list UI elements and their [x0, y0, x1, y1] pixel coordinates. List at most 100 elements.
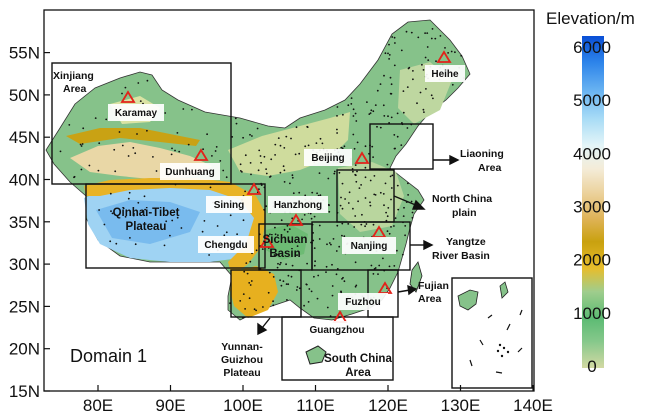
- lat-tick-label: 40N: [9, 171, 40, 190]
- station-dot: [426, 46, 429, 48]
- station-dot: [236, 233, 239, 236]
- label-heihe: Heihe: [431, 69, 459, 80]
- station-dot: [109, 192, 112, 195]
- station-dot: [412, 70, 414, 72]
- station-dot: [163, 244, 166, 247]
- station-dot: [386, 215, 389, 218]
- triangle-beijing: [354, 151, 370, 164]
- station-dot: [231, 136, 234, 138]
- station-dot: [387, 52, 389, 55]
- station-dot: [402, 215, 405, 218]
- station-dot: [244, 308, 247, 310]
- station-dot: [274, 226, 276, 229]
- station-dot: [134, 152, 137, 155]
- station-dot: [277, 234, 279, 237]
- station-dot: [174, 149, 176, 152]
- station-dot: [180, 227, 183, 229]
- station-dot: [286, 299, 288, 301]
- lat-tick-label: 45N: [9, 128, 40, 147]
- station-dot: [354, 173, 357, 176]
- region-northchina-line1: North China: [432, 193, 492, 205]
- station-dot: [249, 260, 252, 263]
- lon-tick-label: 100E: [223, 396, 263, 415]
- station-dot: [352, 133, 355, 136]
- station-dot: [374, 194, 377, 196]
- station-dot: [298, 287, 301, 290]
- station-dot: [132, 214, 135, 217]
- label-dunhuang: Dunhuang: [165, 167, 214, 178]
- station-dot: [114, 170, 117, 173]
- place-labels: Karamay Dunhuang Sining Hanzhong Chengdu…: [108, 65, 465, 338]
- station-dot: [393, 134, 396, 136]
- label-karamay: Karamay: [115, 108, 158, 119]
- station-dot: [376, 125, 378, 128]
- station-dot: [146, 79, 149, 82]
- station-dot: [251, 135, 253, 137]
- station-dot: [248, 282, 251, 284]
- station-dot: [335, 273, 338, 276]
- station-dot: [234, 117, 237, 120]
- station-dot: [331, 285, 334, 287]
- station-dot: [225, 176, 228, 179]
- station-dot: [303, 214, 306, 216]
- station-dot: [336, 224, 339, 227]
- station-dot: [390, 226, 392, 228]
- station-dot: [402, 90, 405, 92]
- station-dot: [283, 147, 286, 149]
- station-dot: [421, 63, 423, 66]
- station-dot: [164, 112, 167, 114]
- station-dot: [372, 156, 374, 159]
- region-yangtze-line2: River Basin: [432, 250, 490, 262]
- station-dot: [286, 230, 289, 233]
- label-arrows: [257, 154, 460, 336]
- station-dot: [110, 210, 112, 213]
- station-dot: [270, 158, 273, 161]
- hainan-island: [305, 345, 327, 365]
- station-dot: [404, 234, 406, 237]
- lat-tick-label: 20N: [9, 340, 40, 359]
- station-dot: [350, 97, 353, 99]
- station-dot: [388, 54, 391, 56]
- station-dot: [272, 304, 275, 307]
- station-dot: [383, 204, 385, 207]
- lon-tick-label: 110E: [296, 396, 334, 415]
- station-dot: [222, 169, 225, 172]
- station-dot: [342, 276, 344, 279]
- station-dot: [244, 190, 247, 193]
- yunnan-plateau: [230, 266, 278, 318]
- station-dot: [279, 279, 281, 282]
- station-dot: [379, 83, 382, 85]
- station-dot: [314, 260, 316, 263]
- region-sichuan-line2: Basin: [269, 248, 300, 260]
- station-dot: [422, 108, 425, 111]
- station-dot: [432, 97, 434, 100]
- station-dot: [333, 172, 336, 175]
- station-dot: [307, 301, 310, 303]
- station-dot: [356, 170, 358, 173]
- station-dot: [412, 78, 414, 81]
- lon-tick-label: 140E: [513, 396, 553, 415]
- station-dot: [246, 272, 249, 275]
- station-dot: [396, 184, 399, 187]
- station-dot: [391, 174, 394, 177]
- station-dot: [350, 103, 353, 105]
- station-dot: [387, 207, 390, 209]
- colorbar-tick-label: 0: [587, 357, 596, 376]
- lat-tick-label: 50N: [9, 86, 40, 105]
- station-dot: [318, 172, 321, 175]
- station-dot: [80, 145, 83, 147]
- colorbar-tick-label: 6000: [573, 38, 611, 57]
- station-dot: [343, 280, 346, 283]
- triangle-heihe: [436, 50, 452, 63]
- station-dot: [354, 285, 357, 288]
- station-dot: [416, 102, 418, 105]
- station-dot: [406, 127, 409, 129]
- station-dot: [306, 262, 308, 265]
- station-dot: [223, 234, 226, 237]
- station-dot: [373, 193, 376, 196]
- station-dot: [260, 161, 262, 164]
- station-dot: [137, 82, 140, 84]
- station-dot: [313, 215, 316, 218]
- station-dot: [307, 144, 310, 147]
- station-dot: [354, 164, 357, 167]
